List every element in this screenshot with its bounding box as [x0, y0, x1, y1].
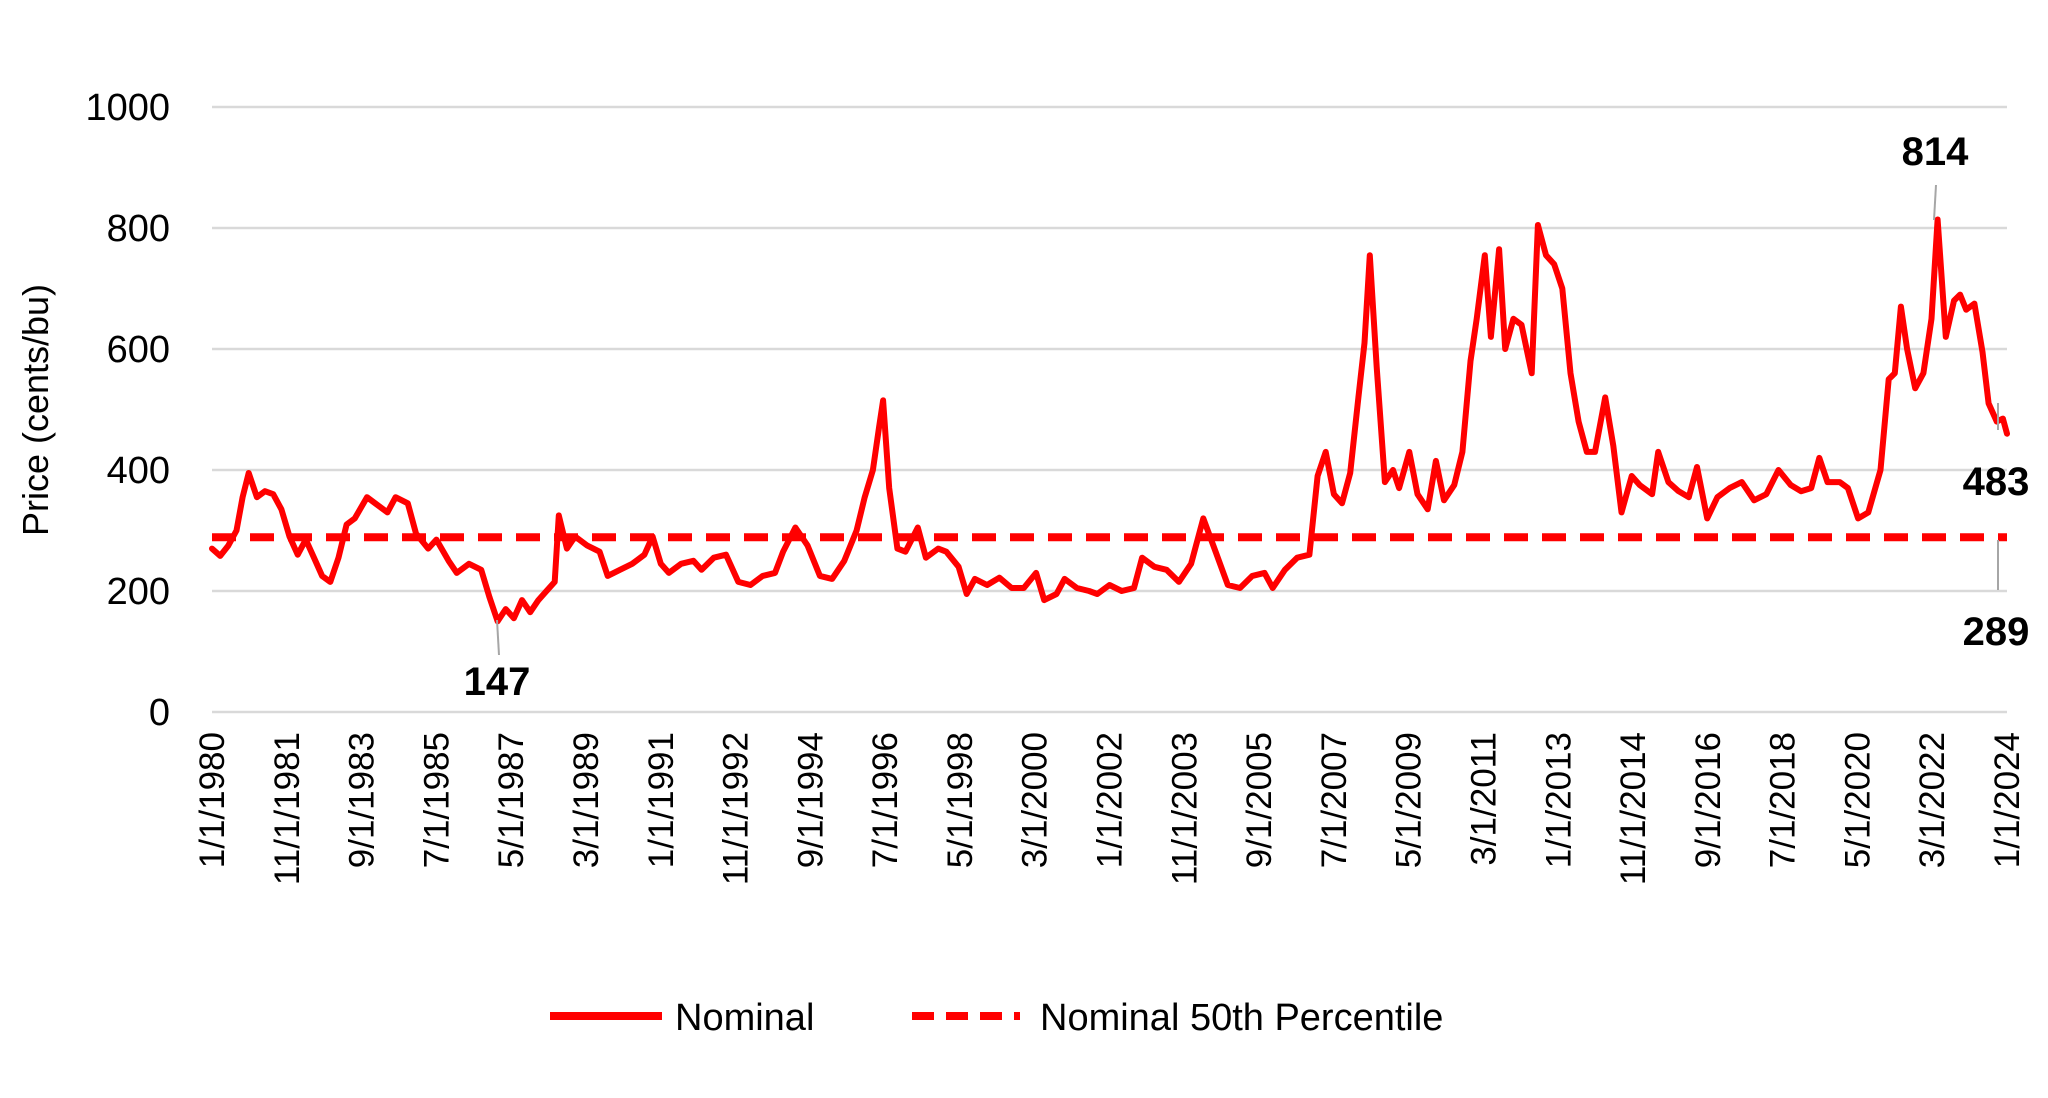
x-tick-label: 7/1/2018 [1764, 732, 1803, 868]
x-tick-label: 1/1/2013 [1539, 732, 1578, 868]
y-axis-label: Price (cents/bu) [15, 284, 56, 536]
x-axis-ticks: 1/1/1980 11/1/1981 9/1/1983 7/1/1985 5/1/198… [193, 732, 2027, 885]
y-tick-label: 1000 [85, 87, 170, 129]
x-tick-label: 9/1/1994 [791, 732, 830, 868]
x-tick-label: 5/1/1998 [941, 732, 980, 868]
x-tick-label: 1/1/2002 [1091, 732, 1130, 868]
x-tick-label: 3/1/1989 [567, 732, 606, 868]
legend-label-nominal: Nominal [675, 997, 814, 1039]
annotation-leader-line [1933, 184, 1937, 221]
y-tick-label: 600 [107, 329, 170, 371]
x-tick-label: 5/1/2009 [1390, 732, 1429, 868]
x-tick-label: 3/1/2022 [1913, 732, 1952, 868]
series-layer [209, 216, 2010, 625]
x-tick-label: 9/1/2005 [1240, 732, 1279, 868]
x-tick-label: 11/1/2003 [1165, 732, 1204, 885]
x-tick-label: 11/1/1992 [717, 732, 756, 885]
x-tick-label: 7/1/1985 [417, 732, 456, 868]
x-tick-label: 9/1/1983 [343, 732, 382, 868]
x-tick-label: 5/1/2020 [1838, 732, 1877, 868]
x-tick-label: 5/1/1987 [492, 732, 531, 868]
x-tick-label: 7/1/2007 [1315, 732, 1354, 868]
annotation-label: 289 [1963, 610, 2030, 654]
gridlines [212, 105, 2007, 714]
annotation-label: 814 [1902, 130, 1969, 174]
annotation-label: 483 [1963, 460, 2030, 504]
y-tick-label: 400 [107, 450, 170, 492]
nominal-line [209, 216, 2010, 625]
x-tick-label: 11/1/2014 [1614, 732, 1653, 885]
x-tick-label: 1/1/2024 [1988, 732, 2027, 868]
x-tick-label: 7/1/1996 [866, 732, 905, 868]
annotation-label: 147 [464, 660, 531, 704]
annotation-leader-line [496, 619, 500, 656]
x-tick-label: 11/1/1981 [268, 732, 307, 885]
legend: Nominal Nominal 50th Percentile [550, 997, 1443, 1039]
x-tick-label: 1/1/1991 [642, 732, 681, 868]
y-tick-label: 800 [107, 208, 170, 250]
y-tick-label: 0 [149, 692, 170, 734]
x-tick-label: 1/1/1980 [193, 732, 232, 868]
y-axis-ticks: 0 200 400 600 800 1000 [85, 87, 170, 734]
x-tick-label: 3/1/2011 [1464, 732, 1503, 866]
x-tick-label: 3/1/2000 [1016, 732, 1055, 868]
x-tick-label: 9/1/2016 [1689, 732, 1728, 868]
y-tick-label: 200 [107, 571, 170, 613]
annotations: 147 814 483 289 [464, 130, 2030, 704]
legend-label-percentile: Nominal 50th Percentile [1040, 997, 1443, 1039]
